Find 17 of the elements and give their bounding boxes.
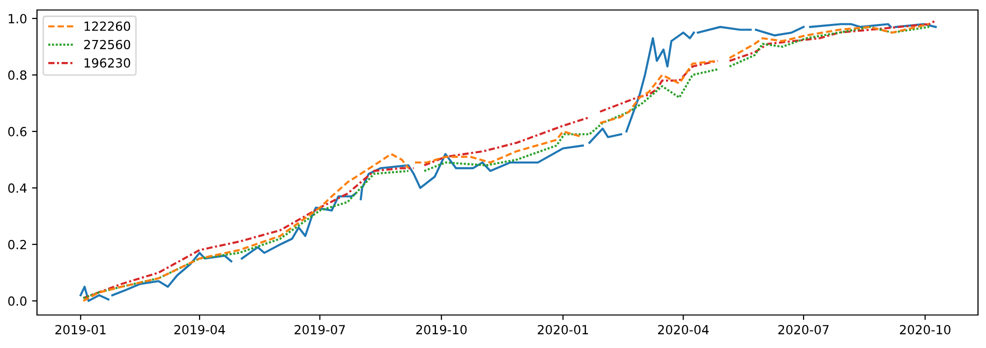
y-tick-label: 0.4 <box>8 183 27 193</box>
x-tick-label: 2020-07 <box>778 324 829 334</box>
legend-label: 196230 <box>84 58 130 68</box>
y-tick-label: 1.0 <box>8 14 26 24</box>
y-tick-label: 0.0 <box>8 296 26 306</box>
x-tick-label: 2020-01 <box>538 324 588 334</box>
y-tick-label: 0.2 <box>8 240 26 250</box>
legend-label: 122260 <box>84 21 130 31</box>
x-tick-label: 2019-10 <box>416 324 467 334</box>
x-tick-label: 2019-07 <box>294 324 345 334</box>
x-tick-label: 2020-04 <box>658 324 709 334</box>
x-tick-label: 2020-10 <box>900 324 950 334</box>
y-tick-label: 0.6 <box>8 126 26 136</box>
y-tick-label: 0.8 <box>8 70 26 80</box>
legend-label: 272560 <box>84 40 130 50</box>
x-tick-label: 2019-04 <box>174 324 225 334</box>
x-tick-label: 2019-01 <box>55 324 106 334</box>
